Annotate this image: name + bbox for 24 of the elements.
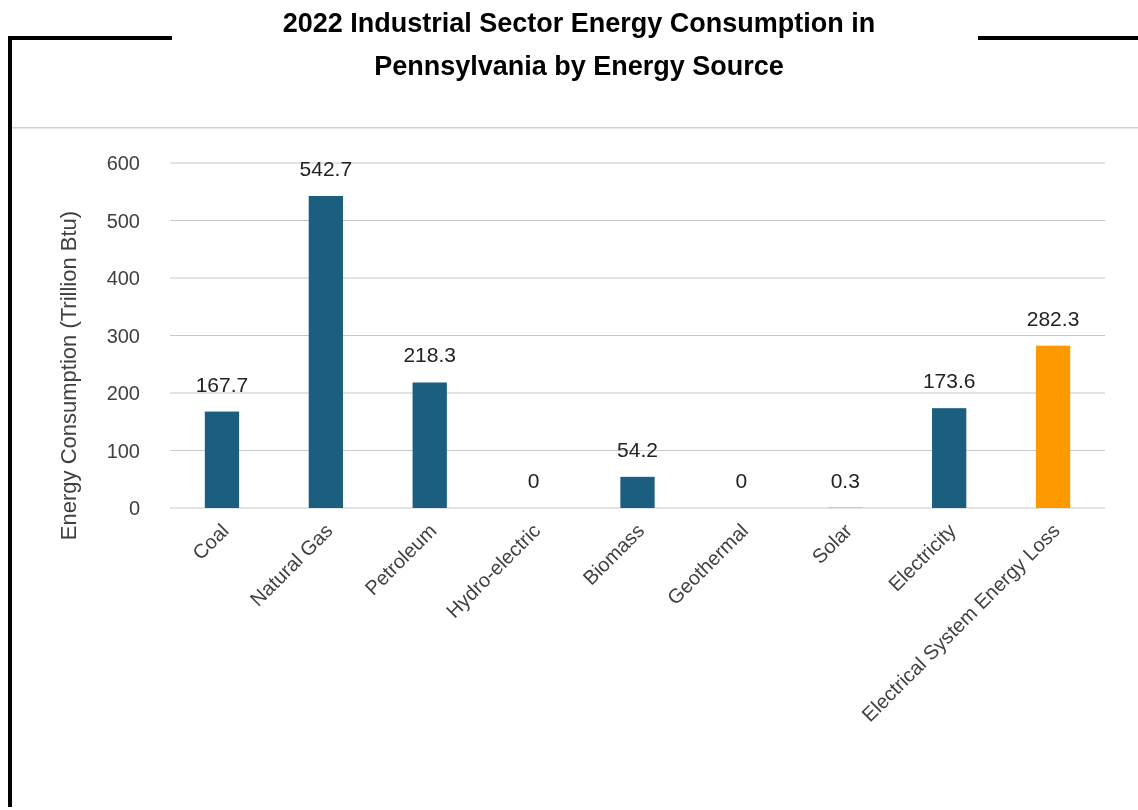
y-axis-title: Energy Consumption (Trillion Btu) [56, 210, 81, 541]
bar [308, 195, 343, 508]
data-label: 218.3 [403, 343, 456, 367]
y-tick-label: 300 [106, 324, 140, 347]
data-label: 54.2 [617, 437, 658, 461]
data-label: 0 [527, 469, 540, 492]
data-label: 542.7 [299, 156, 353, 180]
bar [412, 382, 447, 508]
y-tick-label: 500 [106, 209, 140, 232]
data-label: 167.7 [195, 372, 249, 396]
bar [620, 476, 655, 508]
y-tick-label: 0 [128, 497, 140, 519]
y-tick-label: 100 [106, 439, 140, 462]
data-label: 173.6 [922, 369, 976, 393]
data-label: 0 [735, 469, 748, 492]
chart-title: 2022 Industrial Sector Energy Consumption in Pennsylvania by Energy Source [282, 8, 876, 81]
data-label: 0.3 [830, 468, 860, 492]
y-tick-label: 200 [106, 382, 140, 404]
y-tick-label: 400 [106, 267, 140, 289]
bar [204, 411, 240, 508]
bar [1035, 345, 1071, 508]
y-tick-label: 600 [106, 152, 140, 174]
bar [932, 408, 967, 508]
data-label: 282.3 [1026, 306, 1080, 330]
